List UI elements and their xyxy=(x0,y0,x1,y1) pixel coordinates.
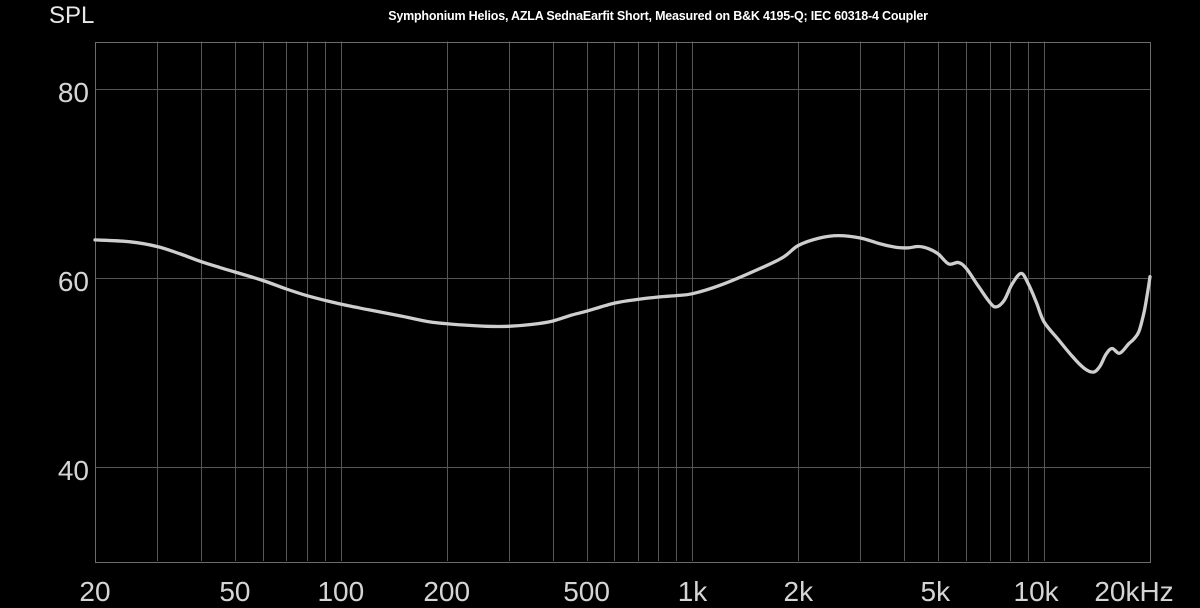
chart-title: Symphonium Helios, AZLA SednaEarfit Shor… xyxy=(388,9,928,23)
plot-border xyxy=(95,42,1151,563)
y-tick-label: 80 xyxy=(58,77,89,108)
y-tick-label: 40 xyxy=(58,455,89,486)
x-tick-label: 20 xyxy=(79,576,110,607)
x-tick-label: 20kHz xyxy=(1094,576,1173,607)
x-tick-label: 5k xyxy=(921,576,952,607)
x-tick-label: 10k xyxy=(1014,576,1060,607)
x-tick-label: 500 xyxy=(563,576,610,607)
y-axis-unit-label: SPL xyxy=(49,2,95,29)
x-tick-label: 200 xyxy=(423,576,470,607)
x-tick-label: 1k xyxy=(678,576,709,607)
x-tick-label: 100 xyxy=(317,576,364,607)
x-tick-label: 2k xyxy=(784,576,815,607)
y-tick-label: 60 xyxy=(58,266,89,297)
x-tick-label: 50 xyxy=(219,576,250,607)
response-curve xyxy=(93,233,1152,374)
